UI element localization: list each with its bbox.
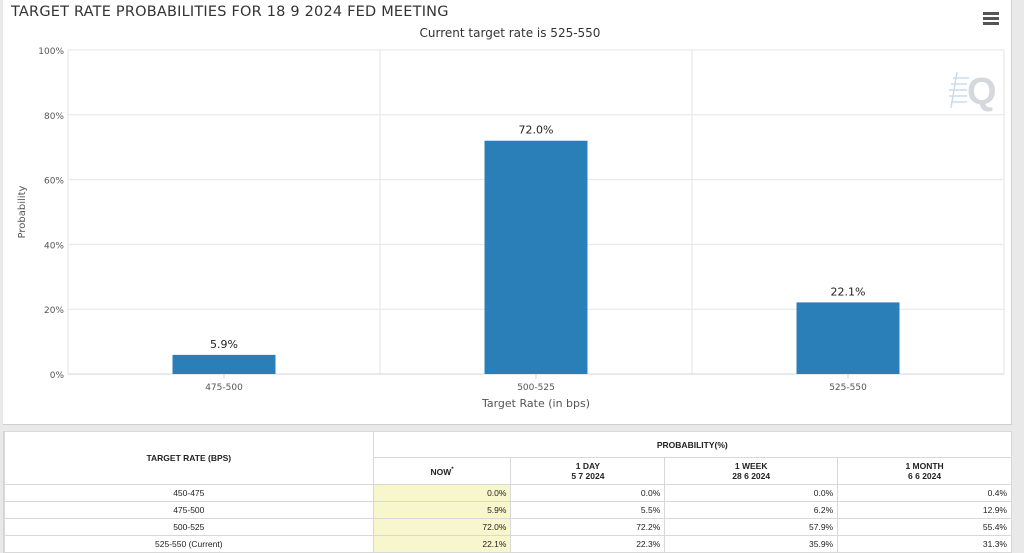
week-cell: 0.0% [664, 484, 839, 502]
month-cell: 55.4% [837, 518, 1012, 536]
y-tick-label: 0% [50, 371, 65, 381]
rate-cell: 500-525 [4, 518, 374, 536]
chart-title: TARGET RATE PROBABILITIES FOR 18 9 2024 … [11, 4, 449, 20]
header-1-month-date: 6 6 2024 [908, 471, 942, 481]
table-row: 525-550 (Current) 22.1% 22.3% 35.9% 31.3… [4, 535, 1012, 553]
y-tick-label: 100% [38, 47, 64, 57]
bar [172, 354, 276, 374]
now-label: NOW [430, 466, 452, 477]
x-tick-label: 500-525 [517, 383, 555, 393]
header-1-day-date: 5 7 2024 [571, 471, 605, 481]
header-target-rate: TARGET RATE (BPS) [4, 431, 374, 485]
header-now: NOW* [372, 457, 512, 485]
bar-chart: 0% 20% 40% 60% 80% 100% 5.9% 475-500 72.0% 500-52… [17, 47, 1005, 410]
header-1-month: 1 MONTH 6 6 2024 [837, 457, 1012, 485]
now-cell: 0.0% [372, 484, 512, 502]
y-tick-label: 20% [44, 306, 64, 316]
day-cell: 22.3% [510, 535, 666, 553]
week-cell: 57.9% [664, 518, 839, 536]
bar [484, 140, 588, 374]
month-cell: 31.3% [837, 535, 1012, 553]
data-label: 72.0% [519, 124, 554, 137]
y-tick-label: 60% [44, 177, 64, 187]
y-axis-title: Probability [17, 185, 28, 238]
rate-cell: 525-550 (Current) [4, 535, 374, 553]
day-cell: 72.2% [510, 518, 666, 536]
table-row: 450-475 0.0% 0.0% 0.0% 0.4% [4, 484, 1012, 502]
probability-table: TARGET RATE (BPS) PROBABILITY(%) NOW* 1 … [4, 431, 1013, 553]
now-cell: 5.9% [372, 501, 512, 519]
header-1-day-label: 1 DAY [575, 461, 600, 471]
header-probability: PROBABILITY(%) [372, 431, 1013, 458]
header-1-week-label: 1 WEEK [734, 461, 768, 471]
data-label: 22.1% [831, 285, 866, 298]
data-label: 5.9% [210, 338, 238, 351]
week-cell: 6.2% [664, 501, 839, 519]
q-logo-icon: Q [949, 71, 997, 113]
y-tick-label: 80% [44, 112, 64, 122]
month-cell: 12.9% [837, 501, 1012, 519]
rate-cell: 450-475 [4, 484, 374, 502]
x-tick-label: 525-550 [829, 383, 867, 393]
now-marker: * [451, 467, 454, 474]
week-cell: 35.9% [664, 535, 839, 553]
day-cell: 0.0% [510, 484, 666, 502]
table-row: 500-525 72.0% 72.2% 57.9% 55.4% [4, 518, 1012, 536]
month-cell: 0.4% [837, 484, 1012, 502]
now-cell: 22.1% [372, 535, 512, 553]
svg-text:Q: Q [967, 71, 997, 113]
y-tick-label: 40% [44, 241, 64, 251]
x-tick-label: 475-500 [205, 383, 243, 393]
bar [796, 302, 900, 374]
header-1-week-date: 28 6 2024 [732, 471, 771, 481]
chart-subtitle: Current target rate is 525-550 [419, 26, 601, 40]
x-axis-title: Target Rate (in bps) [481, 397, 590, 410]
header-1-week: 1 WEEK 28 6 2024 [664, 457, 839, 485]
hamburger-menu-icon[interactable] [983, 12, 999, 25]
day-cell: 5.5% [510, 501, 666, 519]
table-row: 475-500 5.9% 5.5% 6.2% 12.9% [4, 501, 1012, 519]
chart-panel: 0% 20% 40% 60% 80% 100% 5.9% 475-500 72.0% 500-52… [3, 0, 1012, 425]
header-1-day: 1 DAY 5 7 2024 [510, 457, 666, 485]
probability-table-panel: TARGET RATE (BPS) PROBABILITY(%) NOW* 1 … [3, 431, 1013, 553]
now-cell: 72.0% [372, 518, 512, 536]
rate-cell: 475-500 [4, 501, 374, 519]
header-1-month-label: 1 MONTH [905, 461, 944, 471]
